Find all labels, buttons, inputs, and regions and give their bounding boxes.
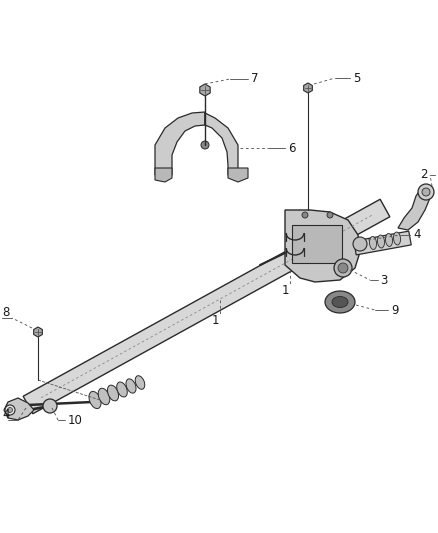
Circle shape — [418, 184, 434, 200]
Text: 6: 6 — [288, 141, 296, 155]
Circle shape — [353, 237, 367, 251]
Circle shape — [338, 263, 348, 273]
Ellipse shape — [393, 232, 400, 245]
Text: 1: 1 — [281, 284, 289, 296]
Ellipse shape — [332, 296, 348, 308]
Circle shape — [422, 188, 430, 196]
Circle shape — [302, 212, 308, 218]
Polygon shape — [23, 199, 390, 414]
Ellipse shape — [98, 388, 110, 405]
Polygon shape — [34, 327, 42, 337]
Polygon shape — [354, 231, 411, 255]
Circle shape — [7, 408, 13, 413]
Circle shape — [201, 141, 209, 149]
Text: 8: 8 — [2, 305, 9, 319]
Text: 10: 10 — [68, 414, 83, 426]
Polygon shape — [285, 210, 360, 282]
Ellipse shape — [107, 385, 119, 401]
Text: 3: 3 — [380, 273, 387, 287]
Polygon shape — [304, 83, 312, 93]
Ellipse shape — [385, 233, 392, 246]
Circle shape — [5, 405, 15, 415]
Polygon shape — [228, 168, 248, 182]
Text: 2: 2 — [420, 168, 427, 182]
Polygon shape — [155, 168, 172, 182]
Polygon shape — [398, 188, 432, 230]
Text: 5: 5 — [353, 71, 360, 85]
Text: 4: 4 — [2, 408, 10, 422]
Circle shape — [43, 399, 57, 413]
Ellipse shape — [378, 235, 385, 248]
Text: 4: 4 — [413, 229, 420, 241]
Ellipse shape — [89, 391, 101, 409]
Ellipse shape — [135, 376, 145, 389]
Text: 9: 9 — [391, 303, 399, 317]
Ellipse shape — [325, 291, 355, 313]
Circle shape — [334, 259, 352, 277]
Polygon shape — [155, 112, 205, 175]
Text: 1: 1 — [211, 313, 219, 327]
Polygon shape — [200, 84, 210, 96]
FancyBboxPatch shape — [292, 225, 342, 263]
Polygon shape — [205, 113, 238, 175]
Text: 7: 7 — [251, 72, 258, 85]
Ellipse shape — [117, 382, 127, 397]
Ellipse shape — [370, 237, 377, 249]
Ellipse shape — [126, 379, 136, 393]
Polygon shape — [4, 398, 34, 420]
Circle shape — [327, 212, 333, 218]
